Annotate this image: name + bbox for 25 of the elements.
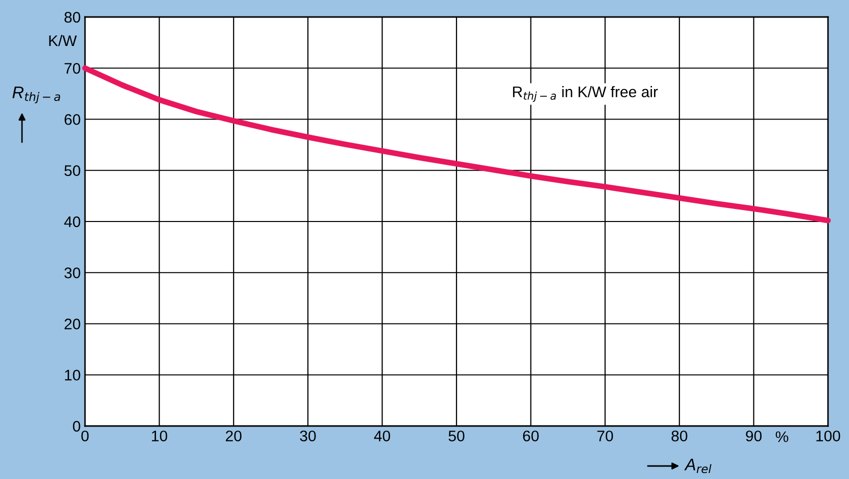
y-tick-label: 10 xyxy=(65,370,80,381)
annotation: R$_{thj−a}$ in K/W free air xyxy=(513,86,658,102)
x-axis-title: A$_{rel}$ xyxy=(684,458,712,474)
y-tick-label: 60 xyxy=(64,114,80,125)
x-tick-label: 50 xyxy=(448,430,464,442)
x-tick-label: 100 xyxy=(816,430,840,442)
x-tick-label: 10 xyxy=(152,430,168,442)
text: K/W xyxy=(49,34,77,46)
x-tick-label: 40 xyxy=(374,430,390,442)
y-tick-label: 80 xyxy=(64,12,80,23)
x-tick-label: 80 xyxy=(672,430,688,442)
x-tick-label: 60 xyxy=(523,430,539,442)
x-tick-label: 0 xyxy=(81,430,89,442)
y-tick-label: 30 xyxy=(64,267,80,278)
x-tick-label: 70 xyxy=(597,430,613,442)
x-tick-label: 90 xyxy=(746,430,762,442)
y-axis-title: R$_{thj−a}$ xyxy=(12,86,60,104)
y-tick-label: 40 xyxy=(64,216,80,228)
y-tick-label: 70 xyxy=(64,62,80,74)
text: % xyxy=(776,431,788,442)
x-tick-label: 30 xyxy=(300,430,316,442)
y-tick-label: 0 xyxy=(72,420,80,432)
y-tick-label: 20 xyxy=(64,318,80,330)
x-tick-label: 20 xyxy=(226,430,242,442)
y-tick-label: 50 xyxy=(64,165,80,176)
